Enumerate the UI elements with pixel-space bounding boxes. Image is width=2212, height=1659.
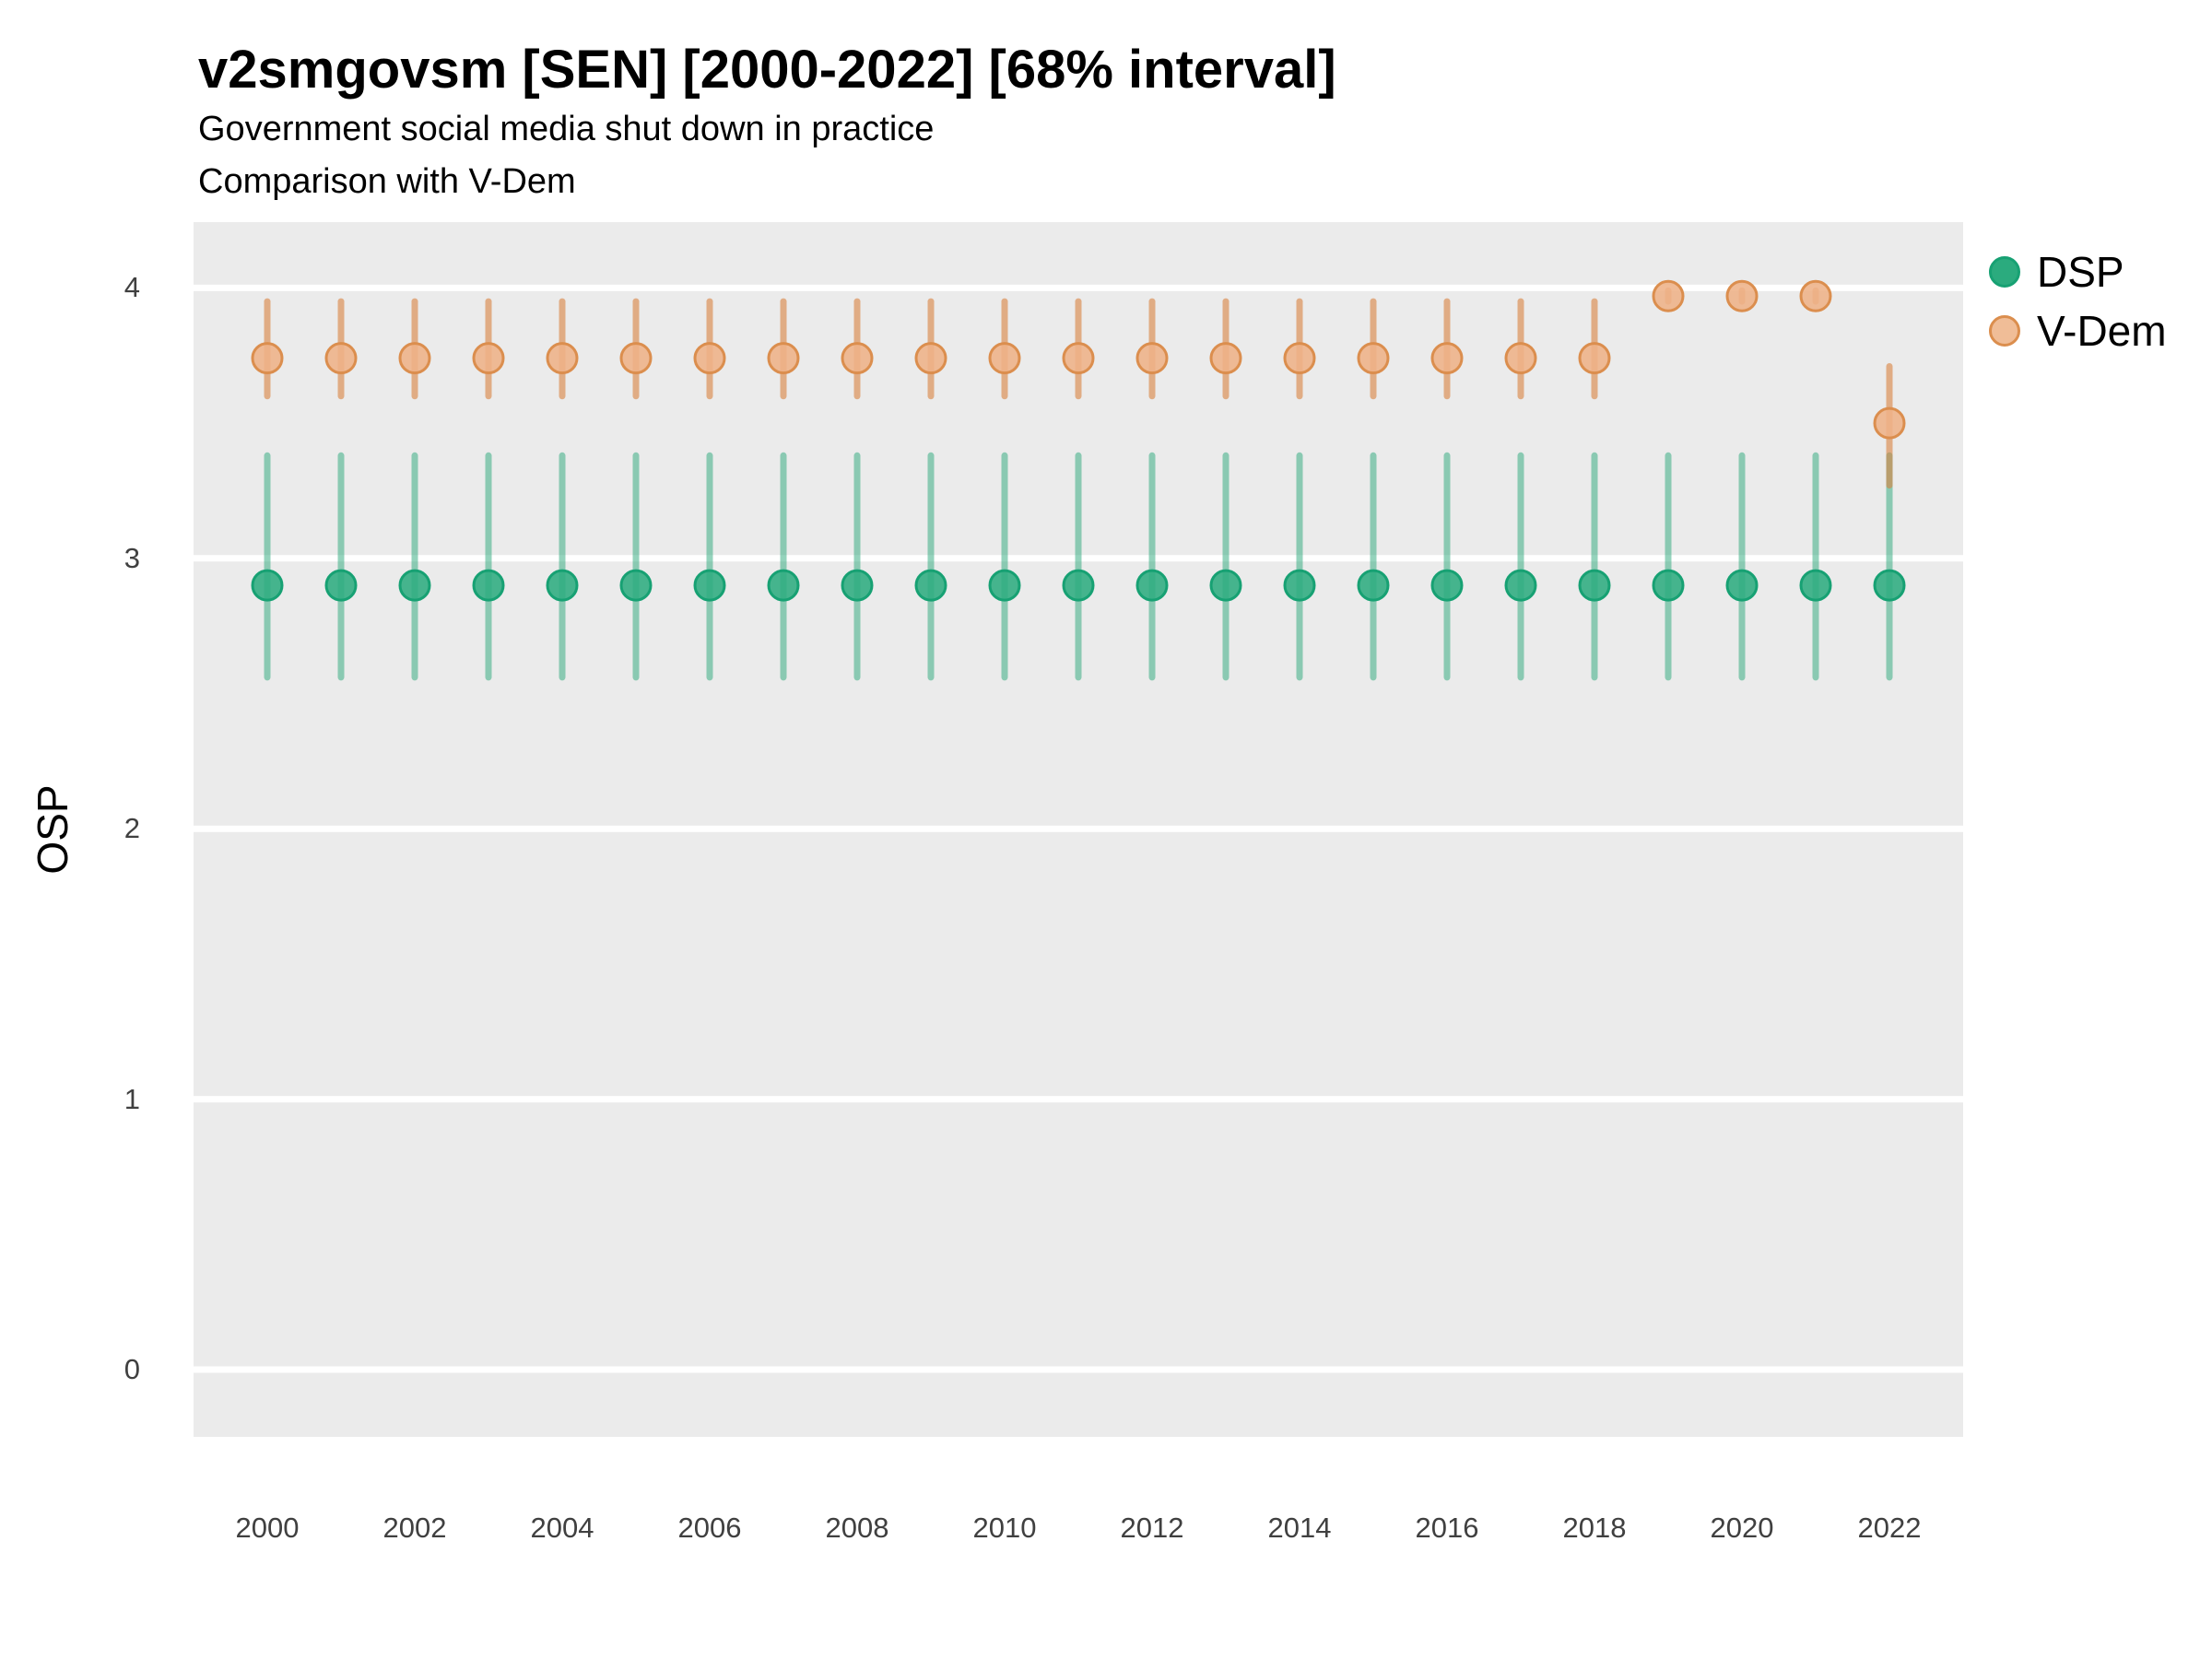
v-dem-point — [398, 342, 431, 375]
x-tick-label: 2020 — [1710, 1512, 1774, 1544]
v-dem-point — [841, 342, 874, 375]
v-dem-point — [1578, 342, 1611, 375]
dsp-point — [1799, 569, 1832, 602]
dsp-point — [324, 569, 358, 602]
y-tick-label: 1 — [124, 1082, 140, 1115]
dsp-point — [988, 569, 1021, 602]
subtitle-line-2: Comparison with V-Dem — [198, 162, 576, 201]
dsp-point — [1578, 569, 1611, 602]
chart-subtitle: Government social media shut down in pra… — [198, 103, 934, 208]
v-dem-point — [914, 342, 947, 375]
v-dem-point — [1725, 279, 1759, 312]
y-tick-label: 0 — [124, 1353, 140, 1385]
v-dem-point — [1430, 342, 1464, 375]
dsp-point — [1430, 569, 1464, 602]
v-dem-point — [472, 342, 505, 375]
chart-title: v2smgovsm [SEN] [2000-2022] [68% interva… — [198, 40, 1336, 100]
v-dem-point — [1062, 342, 1095, 375]
legend-label-dsp: DSP — [2037, 248, 2124, 296]
dsp-point — [251, 569, 284, 602]
x-tick-label: 2018 — [1562, 1512, 1627, 1544]
v-dem-point — [1357, 342, 1390, 375]
y-tick-label: 4 — [124, 271, 140, 304]
v-dem-point — [1799, 279, 1832, 312]
dsp-point — [1504, 569, 1537, 602]
dsp-point — [1135, 569, 1169, 602]
v-dem-point — [251, 342, 284, 375]
dsp-point — [619, 569, 653, 602]
dsp-point — [914, 569, 947, 602]
x-tick-label: 2000 — [235, 1512, 300, 1544]
legend: DSP V-Dem — [1989, 242, 2167, 360]
y-tick-label: 2 — [124, 812, 140, 845]
v-dem-point — [1504, 342, 1537, 375]
subtitle-line-1: Government social media shut down in pra… — [198, 110, 935, 148]
v-dem-point — [1209, 342, 1242, 375]
dsp-point — [841, 569, 874, 602]
dsp-point — [693, 569, 726, 602]
x-tick-label: 2016 — [1415, 1512, 1479, 1544]
v-dem-point — [546, 342, 579, 375]
vdem-legend-dot-icon — [1989, 315, 2020, 347]
x-tick-label: 2022 — [1857, 1512, 1922, 1544]
v-dem-point — [767, 342, 800, 375]
dsp-point — [472, 569, 505, 602]
y-axis-title: OSP — [29, 784, 76, 875]
legend-entry-dsp: DSP — [1989, 242, 2167, 301]
v-dem-point — [1283, 342, 1316, 375]
x-tick-label: 2012 — [1120, 1512, 1184, 1544]
dsp-point — [1209, 569, 1242, 602]
dsp-point — [767, 569, 800, 602]
v-dem-point — [324, 342, 358, 375]
dsp-point — [1725, 569, 1759, 602]
v-dem-point — [988, 342, 1021, 375]
v-dem-point — [1135, 342, 1169, 375]
v-dem-point — [619, 342, 653, 375]
dsp-point — [1357, 569, 1390, 602]
dsp-point — [1062, 569, 1095, 602]
v-dem-point — [1652, 279, 1685, 312]
legend-label-vdem: V-Dem — [2037, 307, 2167, 355]
x-tick-label: 2002 — [382, 1512, 447, 1544]
y-tick-label: 3 — [124, 541, 140, 574]
dsp-point — [1873, 569, 1906, 602]
dsp-point — [398, 569, 431, 602]
legend-entry-vdem: V-Dem — [1989, 301, 2167, 360]
x-tick-label: 2004 — [530, 1512, 594, 1544]
x-tick-label: 2014 — [1267, 1512, 1332, 1544]
x-tick-label: 2008 — [825, 1512, 889, 1544]
dsp-point — [1652, 569, 1685, 602]
x-tick-label: 2006 — [677, 1512, 742, 1544]
v-dem-point — [1873, 406, 1906, 440]
dsp-point — [1283, 569, 1316, 602]
x-tick-label: 2010 — [972, 1512, 1037, 1544]
v-dem-point — [693, 342, 726, 375]
dsp-point — [546, 569, 579, 602]
dsp-legend-dot-icon — [1989, 256, 2020, 288]
